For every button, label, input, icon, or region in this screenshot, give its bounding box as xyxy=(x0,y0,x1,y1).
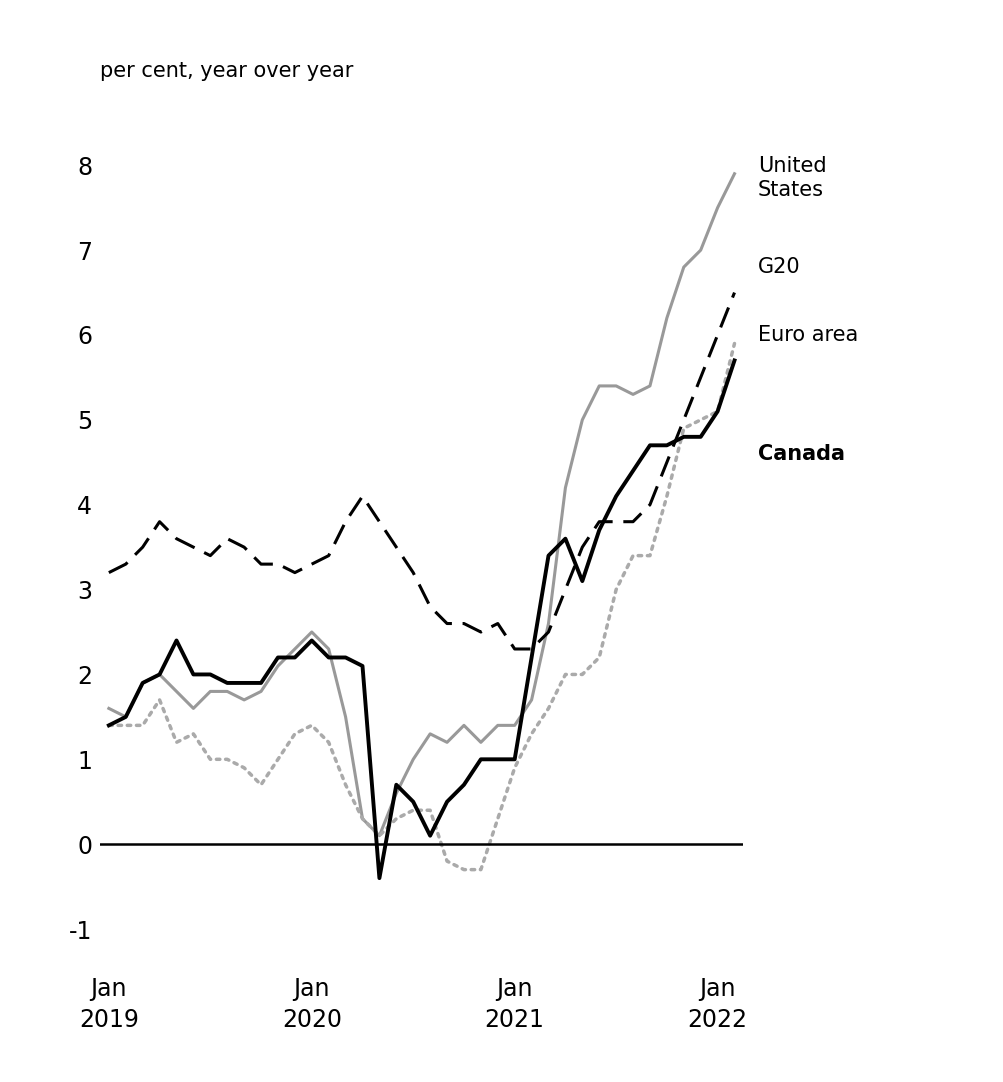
Text: per cent, year over year: per cent, year over year xyxy=(100,62,353,81)
Text: Euro area: Euro area xyxy=(757,325,858,345)
Text: United
States: United States xyxy=(757,156,825,200)
Text: G20: G20 xyxy=(757,258,799,277)
Text: Canada: Canada xyxy=(757,444,845,464)
